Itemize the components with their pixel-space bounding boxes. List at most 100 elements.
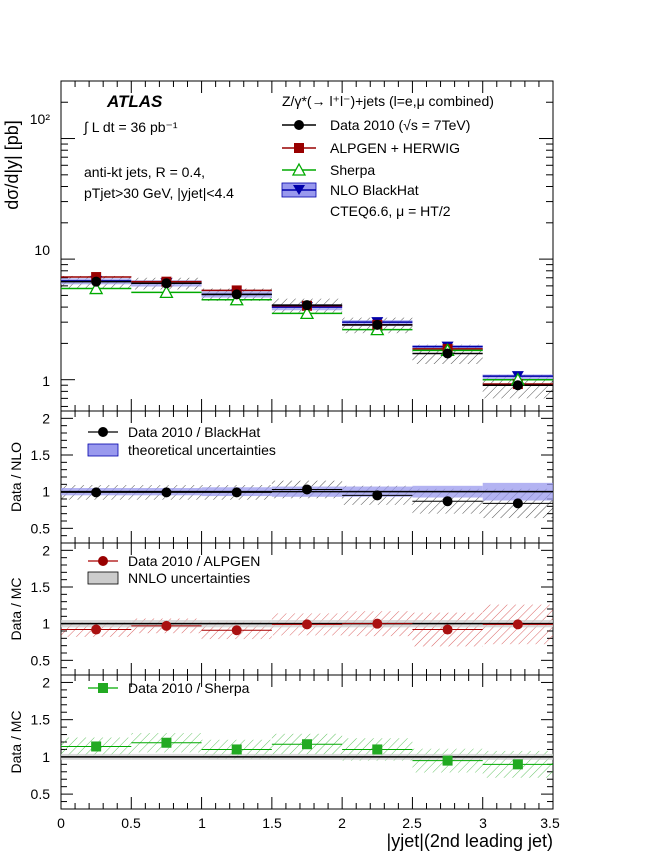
ratio-y-tick-label: 1: [42, 616, 50, 632]
legend-label: Data 2010 / BlackHat: [128, 424, 260, 440]
atlas-label: ATLAS: [106, 92, 163, 111]
x-tick-label: 1.5: [262, 815, 282, 831]
legend-label: Sherpa: [330, 162, 375, 178]
sherpa-marker: [159, 285, 174, 299]
legend-entry-theory-band: theoretical uncertainties: [87, 442, 276, 458]
ratio-y-tick-label: 0.5: [31, 520, 51, 536]
legend-header: Z/γ*(→ l⁺l⁻)+jets (l=e,μ combined): [282, 93, 494, 109]
sherpa-marker: [89, 281, 104, 295]
main-panel: dσ/d|y| [pb] 1 10 10² ATLAS ∫ L dt = 36 …: [2, 80, 554, 412]
legend-label: Data 2010 / Sherpa: [128, 680, 250, 696]
ratio-nlo-y-axis-label: Data / NLO: [8, 442, 24, 512]
legend-label: ALPGEN + HERWIG: [330, 140, 460, 156]
ratio-marker: [231, 625, 242, 636]
legend-marker-square: [294, 143, 304, 153]
ratio-alpgen-plot-area: [60, 542, 554, 676]
ratio-marker: [512, 498, 523, 509]
x-tick-label: 0: [57, 815, 65, 831]
ratio-y-tick-label: 1: [42, 749, 50, 765]
legend-marker-circle: [294, 120, 304, 130]
ratio-alpgen-panel: Data / MC Data 2010 / ALPGEN NNLO uncert…: [8, 542, 554, 676]
data-marker: [372, 319, 383, 330]
x-tick-label: 1: [198, 815, 206, 831]
jet-cuts-label: pTjet>30 GeV, |yjet|<4.4: [84, 185, 234, 201]
ratio-marker: [442, 755, 453, 766]
ratio-y-tick-label: 0.5: [31, 786, 51, 802]
ratio-y-tick-label: 2: [42, 674, 50, 690]
ratio-marker: [161, 620, 172, 631]
ratio-sherpa-y-axis-label: Data / MC: [8, 710, 24, 773]
ratio-sherpa-panel: Data / MC Data 2010 / Sherpa: [8, 674, 554, 810]
legend-label: NNLO uncertainties: [128, 570, 250, 586]
legend-entry-ratio-data: Data 2010 / BlackHat: [88, 424, 260, 440]
ratio-marker: [372, 618, 383, 629]
legend-label: Data 2010 / ALPGEN: [128, 553, 260, 569]
data-marker: [302, 300, 312, 311]
data-marker: [512, 380, 523, 391]
x-tick-label: 2.5: [402, 815, 422, 831]
ratio-y-tick-label: 1: [42, 484, 50, 500]
x-axis-tick-labels: 0 0.5 1 1.5 2 2.5 3 3.5: [57, 815, 560, 831]
data-marker: [231, 289, 242, 300]
main-y-tick-label: 10²: [30, 111, 51, 127]
ratio-marker: [161, 487, 172, 498]
ratio-sherpa-plot-area: [60, 674, 554, 810]
ratio-marker: [372, 744, 383, 755]
ratio-marker: [512, 619, 523, 630]
legend-band: [87, 571, 119, 585]
legend-marker-triangle-down: [293, 185, 305, 195]
legend-note: CTEQ6.6, μ = HT/2: [330, 203, 451, 219]
ratio-marker: [512, 759, 523, 770]
ratio-y-tick-labels: 0.5 1 1.5 2 0.5 1 1.5 2 0.5 1 1.5 2: [31, 410, 51, 802]
ratio-marker: [161, 737, 172, 748]
ratio-marker: [442, 496, 453, 507]
ratio-marker: [302, 739, 312, 750]
lumi-label: ∫ L dt = 36 pb⁻¹: [83, 119, 178, 135]
ratio-marker: [442, 624, 453, 635]
ratio-nlo-plot-area: [60, 410, 554, 544]
legend-label: theoretical uncertainties: [128, 442, 276, 458]
legend-marker-circle: [98, 427, 108, 437]
main-y-tick-label: 1: [42, 373, 50, 389]
data-marker: [91, 276, 102, 287]
ratio-marker: [372, 490, 383, 501]
legend-entry-nnlo-band: NNLO uncertainties: [87, 570, 250, 586]
sherpa-marker: [299, 305, 315, 319]
data-marker: [442, 348, 453, 359]
ratio-y-tick-label: 0.5: [31, 652, 51, 668]
x-tick-label: 3: [479, 815, 487, 831]
ratio-y-tick-label: 1.5: [31, 712, 51, 728]
legend-label: Data 2010 (√s = 7TeV): [330, 117, 470, 133]
legend-entry-ratio-alpgen: Data 2010 / ALPGEN: [88, 553, 260, 569]
ratio-y-tick-label: 2: [42, 410, 50, 426]
legend-entry-alpgen: ALPGEN + HERWIG: [282, 140, 460, 156]
legend-label: NLO BlackHat: [330, 182, 419, 198]
ratio-marker: [91, 624, 102, 635]
legend-marker-triangle: [291, 162, 307, 176]
ratio-marker: [91, 741, 102, 752]
legend-band: [87, 443, 119, 457]
ratio-marker: [302, 619, 312, 630]
ratio-y-tick-label: 2: [42, 542, 50, 558]
x-tick-label: 3.5: [540, 815, 560, 831]
x-tick-label: 2: [338, 815, 346, 831]
ratio-marker: [231, 744, 242, 755]
main-y-axis-label: dσ/d|y| [pb]: [2, 120, 22, 210]
x-tick-label: 0.5: [121, 815, 141, 831]
legend-marker-circle: [98, 556, 108, 566]
ratio-alpgen-y-axis-label: Data / MC: [8, 577, 24, 640]
x-axis-label: |yjet|(2nd leading jet): [387, 831, 553, 851]
legend-entry-blackhat: NLO BlackHat: [281, 182, 419, 198]
legend-entry-sherpa: Sherpa: [282, 162, 375, 178]
ratio-marker: [231, 487, 242, 498]
ratio-marker: [302, 484, 312, 495]
legend-entry-ratio-sherpa: Data 2010 / Sherpa: [88, 680, 250, 696]
data-marker: [161, 278, 172, 289]
main-plot-area: [60, 80, 554, 411]
legend-entry-data: Data 2010 (√s = 7TeV): [282, 117, 470, 133]
main-y-tick-label: 10: [34, 242, 50, 258]
ratio-nlo-panel: Data / NLO Data 2010 / BlackHat theoreti…: [8, 410, 554, 544]
ratio-y-tick-label: 1.5: [31, 447, 51, 463]
legend-marker-square: [98, 683, 108, 693]
